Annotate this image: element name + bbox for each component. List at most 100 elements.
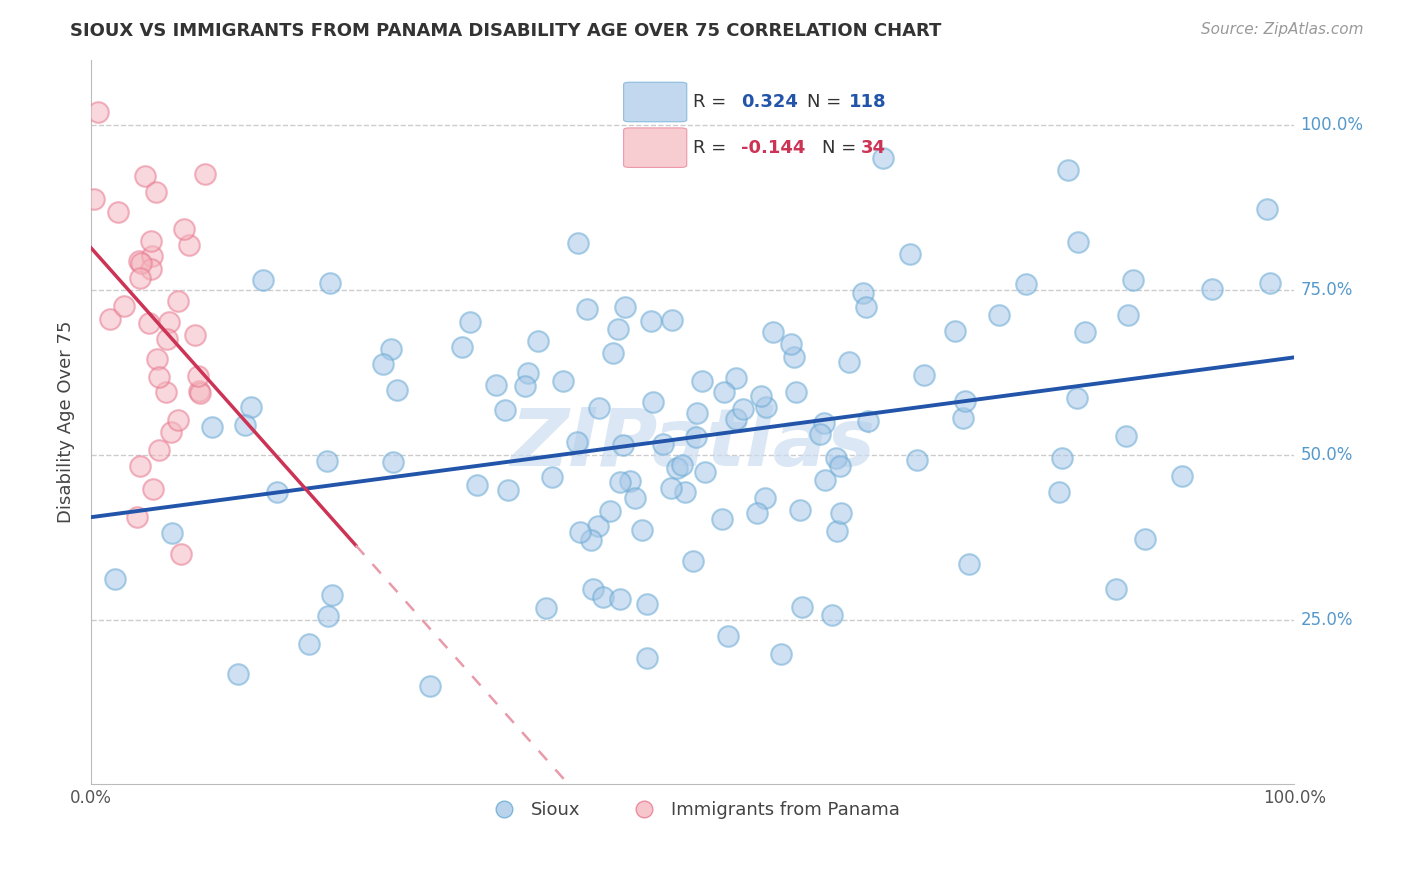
- Point: [321, 588, 343, 602]
- Point: [112, 299, 135, 313]
- Point: [838, 355, 860, 369]
- Point: [631, 524, 654, 538]
- Point: [1067, 235, 1090, 249]
- Point: [824, 450, 846, 465]
- Point: [599, 503, 621, 517]
- Point: [380, 342, 402, 356]
- Point: [858, 414, 880, 428]
- Point: [641, 394, 664, 409]
- Point: [636, 597, 658, 611]
- Point: [1015, 277, 1038, 292]
- Point: [188, 384, 211, 399]
- Point: [745, 506, 768, 520]
- Point: [724, 371, 747, 385]
- Point: [239, 400, 262, 414]
- Point: [141, 249, 163, 263]
- Point: [579, 533, 602, 548]
- Y-axis label: Disability Age Over 75: Disability Age Over 75: [58, 321, 75, 524]
- Point: [813, 416, 835, 430]
- Point: [1115, 429, 1137, 443]
- Point: [586, 519, 609, 533]
- Point: [155, 385, 177, 400]
- Point: [1066, 392, 1088, 406]
- Point: [693, 465, 716, 479]
- Point: [671, 458, 693, 472]
- Point: [1171, 469, 1194, 483]
- Text: ZIPatlas: ZIPatlas: [510, 405, 876, 483]
- Point: [536, 601, 558, 615]
- Point: [194, 167, 217, 181]
- Point: [104, 572, 127, 586]
- Point: [134, 169, 156, 183]
- Text: 50.0%: 50.0%: [1301, 446, 1353, 464]
- Point: [83, 192, 105, 206]
- Point: [540, 470, 562, 484]
- Point: [754, 491, 776, 506]
- Point: [526, 334, 548, 348]
- Point: [146, 352, 169, 367]
- Point: [898, 247, 921, 261]
- Point: [755, 400, 778, 414]
- Point: [783, 350, 806, 364]
- Point: [187, 369, 209, 384]
- Point: [1074, 325, 1097, 339]
- Point: [852, 285, 875, 300]
- Point: [316, 609, 339, 624]
- Point: [685, 430, 707, 444]
- Point: [385, 383, 408, 397]
- Point: [988, 308, 1011, 322]
- Point: [609, 475, 631, 489]
- Point: [201, 419, 224, 434]
- Point: [821, 608, 844, 623]
- Point: [517, 366, 540, 380]
- Point: [569, 525, 592, 540]
- Point: [319, 276, 342, 290]
- Point: [160, 425, 183, 439]
- Point: [565, 435, 588, 450]
- Point: [855, 300, 877, 314]
- Point: [808, 427, 831, 442]
- Point: [749, 388, 772, 402]
- Point: [953, 393, 976, 408]
- Point: [1050, 450, 1073, 465]
- Point: [460, 314, 482, 328]
- Text: 75.0%: 75.0%: [1301, 281, 1353, 299]
- Point: [725, 412, 748, 426]
- Point: [790, 600, 813, 615]
- Point: [912, 368, 935, 383]
- Point: [157, 315, 180, 329]
- Point: [139, 261, 162, 276]
- Point: [496, 483, 519, 498]
- Point: [170, 547, 193, 561]
- Point: [553, 374, 575, 388]
- Point: [690, 374, 713, 388]
- Point: [494, 403, 516, 417]
- Text: 100.0%: 100.0%: [1301, 117, 1364, 135]
- Point: [515, 378, 537, 392]
- Point: [682, 554, 704, 568]
- Point: [316, 454, 339, 468]
- Point: [731, 402, 754, 417]
- Point: [1133, 532, 1156, 546]
- Point: [666, 461, 689, 475]
- Point: [905, 453, 928, 467]
- Point: [872, 152, 894, 166]
- Point: [107, 205, 129, 219]
- Point: [98, 312, 121, 326]
- Point: [371, 357, 394, 371]
- Point: [179, 237, 201, 252]
- Legend: Sioux, Immigrants from Panama: Sioux, Immigrants from Panama: [478, 794, 907, 826]
- Point: [957, 557, 980, 571]
- Point: [141, 234, 163, 248]
- Point: [606, 322, 628, 336]
- Point: [609, 592, 631, 607]
- Point: [623, 491, 645, 506]
- Text: 25.0%: 25.0%: [1301, 611, 1353, 629]
- Point: [1116, 309, 1139, 323]
- Point: [952, 411, 974, 425]
- Point: [1056, 163, 1078, 178]
- Point: [138, 316, 160, 330]
- Point: [640, 314, 662, 328]
- Point: [612, 438, 634, 452]
- Point: [129, 458, 152, 473]
